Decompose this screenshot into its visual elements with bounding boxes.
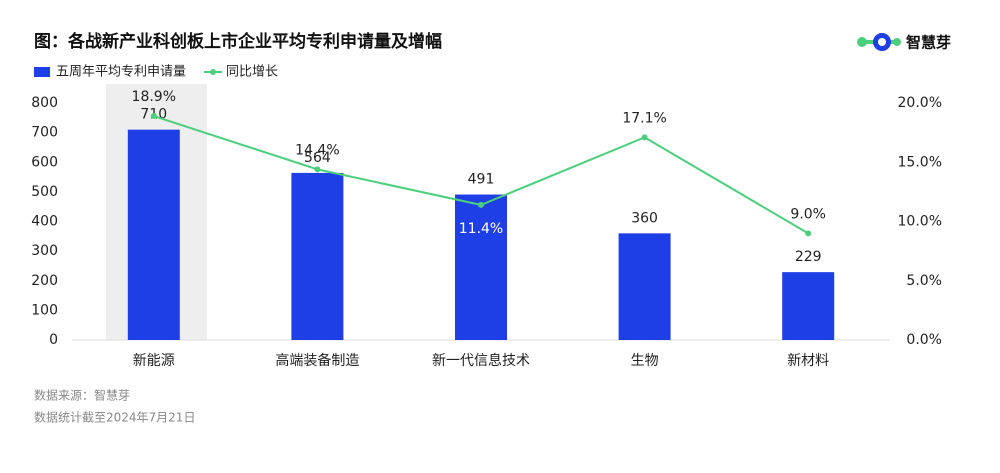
y-tick-label: 100 [31,302,58,318]
y2-tick-label: 10.0% [898,214,942,230]
bar [455,194,507,340]
x-tick-label: 生物 [631,353,659,369]
y2-tick-label: 5.0% [906,273,942,289]
y2-tick-label: 0.0% [906,332,942,348]
bar-value-label: 360 [631,210,658,226]
y2-tick-label: 15.0% [898,154,942,170]
y-tick-label: 600 [31,154,58,170]
line-value-label: 17.1% [622,110,666,126]
y-tick-label: 700 [31,125,58,141]
x-tick-label: 新能源 [133,353,175,369]
source-note: 数据来源：智慧芽 [34,388,130,403]
brand-name: 智慧芽 [906,34,951,52]
line-value-label: 18.9% [132,89,176,105]
bar-value-label: 491 [468,172,495,188]
line-value-label: 11.4% [459,221,503,237]
bar [127,129,180,340]
bar [782,272,835,340]
date-note: 数据统计截至2024年7月21日 [34,410,195,425]
y-tick-label: 800 [31,95,58,111]
legend-swatch [210,69,216,75]
y-tick-label: 500 [31,184,58,200]
y-tick-label: 300 [31,243,58,259]
x-tick-label: 高端装备制造 [275,352,359,369]
y-tick-label: 200 [31,273,58,289]
brand-logo [857,33,901,51]
line-point [641,134,648,141]
legend-swatch [34,67,50,77]
bar-value-label: 564 [304,150,331,166]
legend-label: 同比增长 [226,65,278,80]
line-point [150,113,157,120]
bar-value-label: 229 [795,249,822,265]
line-point [314,166,321,173]
chart-title: 图：各战新产业科创板上市企业平均专利申请量及增幅 [34,31,442,52]
line-value-label: 9.0% [790,206,826,222]
line-point [478,201,484,208]
y-tick-label: 400 [31,214,58,230]
y2-tick-label: 20.0% [898,95,942,111]
legend-label: 五周年平均专利申请量 [56,65,186,80]
y-tick-label: 0 [49,332,58,348]
x-tick-label: 新材料 [787,353,829,369]
bar [618,233,671,340]
x-tick-label: 新一代信息技术 [432,352,530,369]
line-value-label: 14.4% [295,142,339,158]
bar [291,172,344,340]
line-point [805,230,812,237]
